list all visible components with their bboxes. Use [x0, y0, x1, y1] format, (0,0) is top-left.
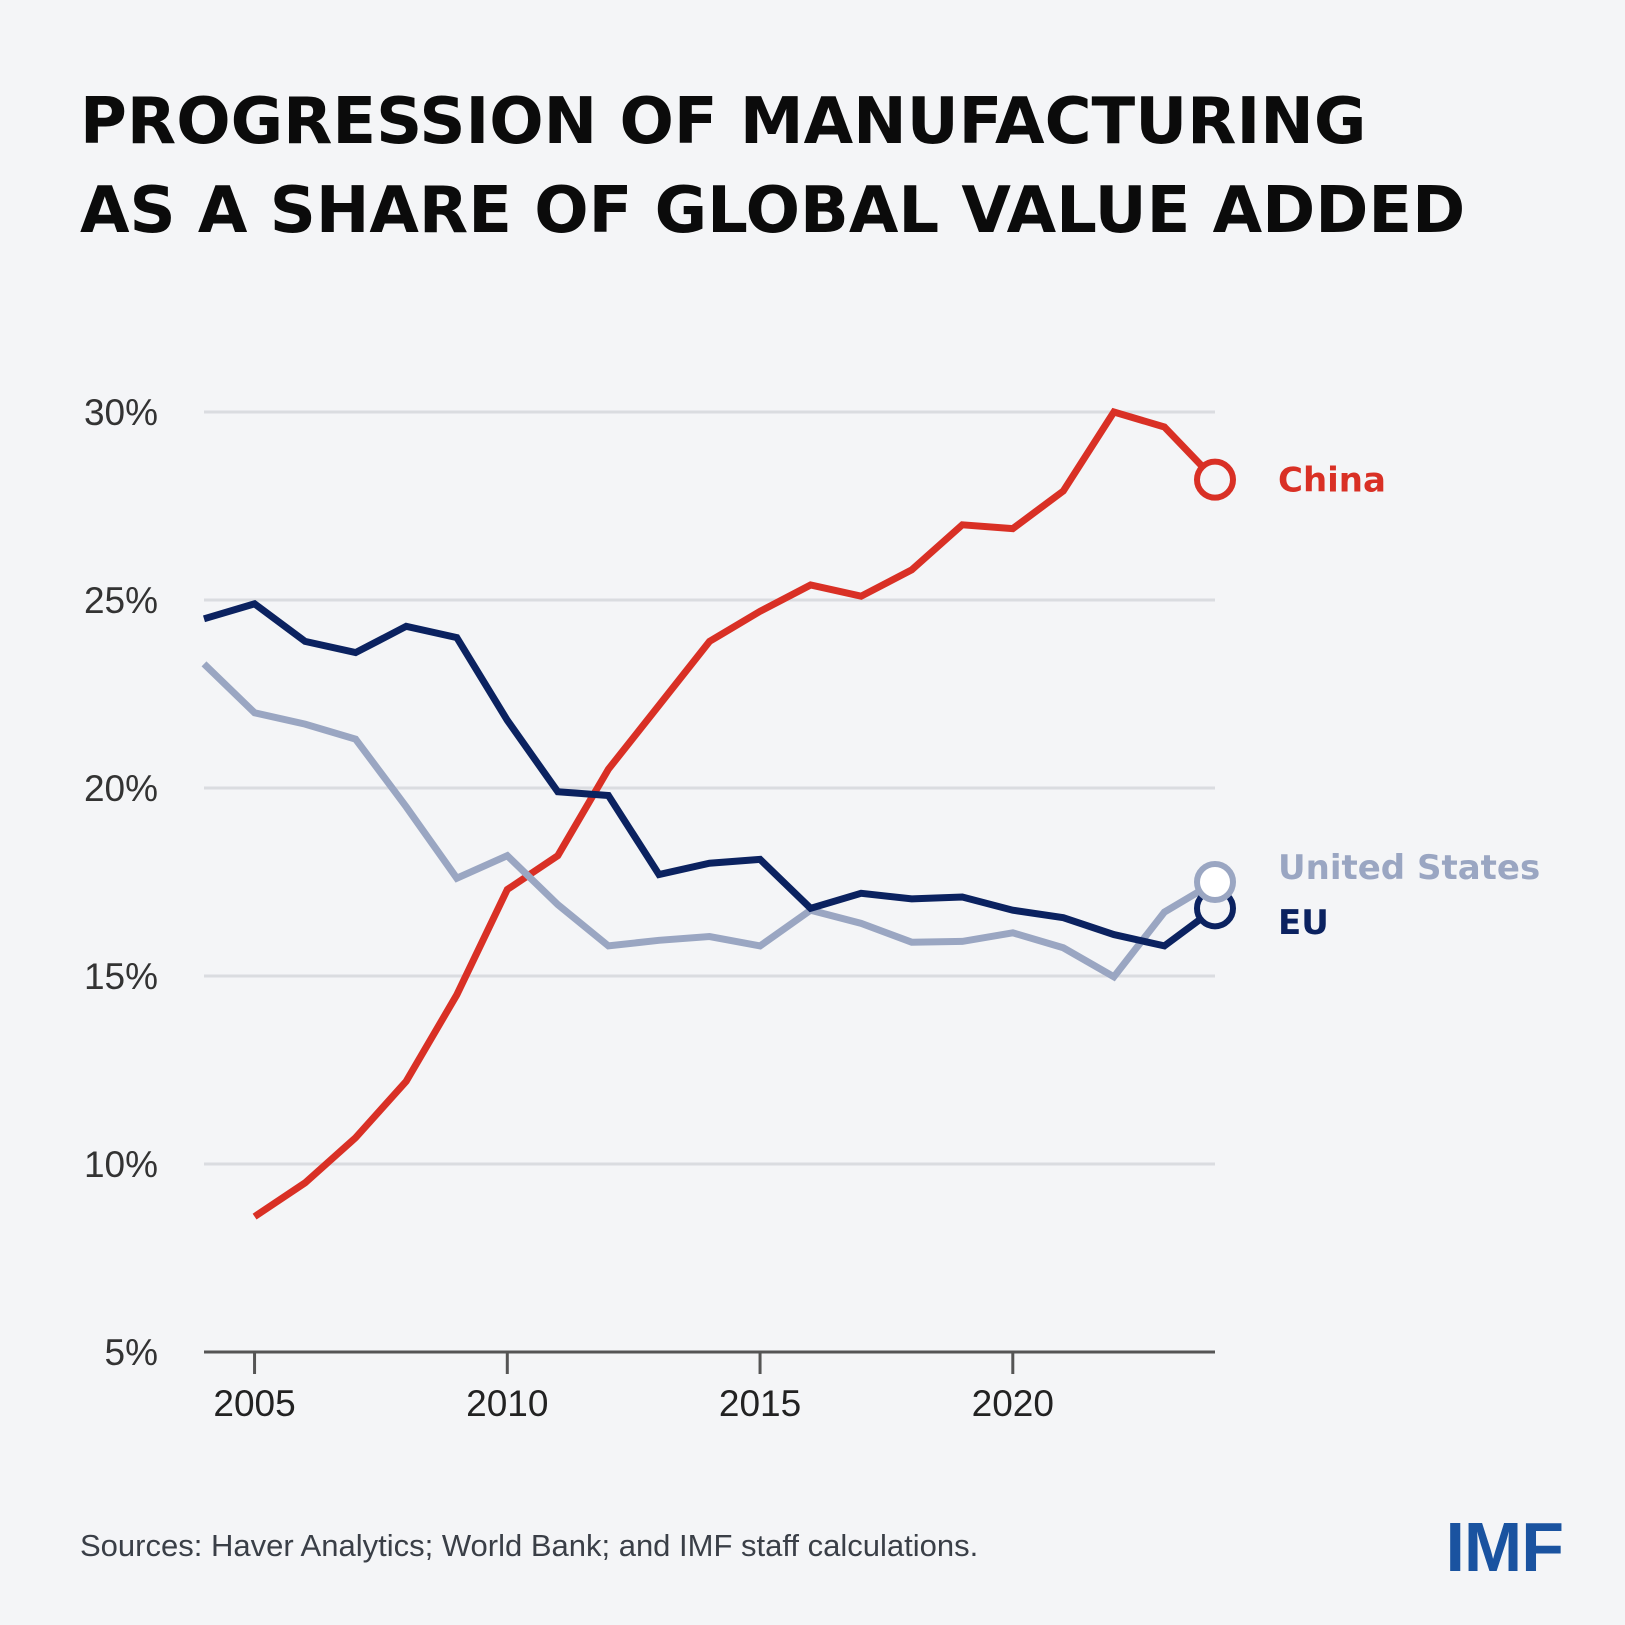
x-tick-label-2020: 2020 — [972, 1383, 1054, 1424]
series-lines — [201, 407, 1218, 1220]
series-label-eu: EU — [1278, 903, 1329, 943]
series-label-us: United States — [1278, 848, 1540, 888]
x-tick-label-2005: 2005 — [213, 1383, 295, 1424]
imf-logo: IMF — [1445, 1508, 1564, 1586]
source-note: Sources: Haver Analytics; World Bank; an… — [80, 1528, 979, 1563]
y-tick-label-5: 5% — [105, 1332, 158, 1373]
end-markers — [1194, 458, 1236, 930]
series-line-us — [201, 661, 1217, 982]
x-tick-label-2010: 2010 — [466, 1383, 548, 1424]
gridlines — [204, 410, 1215, 1166]
series-line-china — [252, 407, 1218, 1220]
y-tick-label-25: 25% — [84, 580, 158, 621]
end-marker-us — [1194, 861, 1236, 903]
y-tick-label-15: 15% — [84, 956, 158, 997]
y-tick-label-30: 30% — [84, 392, 158, 433]
chart-title-line-2: AS A SHARE OF GLOBAL VALUE ADDED — [80, 174, 1466, 248]
axes: 5% 10% 15% 20% 25% 30% 2005 2010 2015 2020 — [84, 392, 1215, 1424]
y-tick-label-20: 20% — [84, 768, 158, 809]
end-marker-china — [1194, 458, 1236, 501]
x-tick-label-2015: 2015 — [719, 1383, 801, 1424]
chart-title-line-1: PROGRESSION OF MANUFACTURING — [80, 85, 1367, 159]
series-labels: China United States EU — [1278, 461, 1540, 943]
chart-title: PROGRESSION OF MANUFACTURING AS A SHARE … — [80, 78, 1465, 256]
y-tick-label-10: 10% — [84, 1144, 158, 1185]
series-label-china: China — [1278, 461, 1386, 501]
series-line-eu — [203, 599, 1218, 950]
